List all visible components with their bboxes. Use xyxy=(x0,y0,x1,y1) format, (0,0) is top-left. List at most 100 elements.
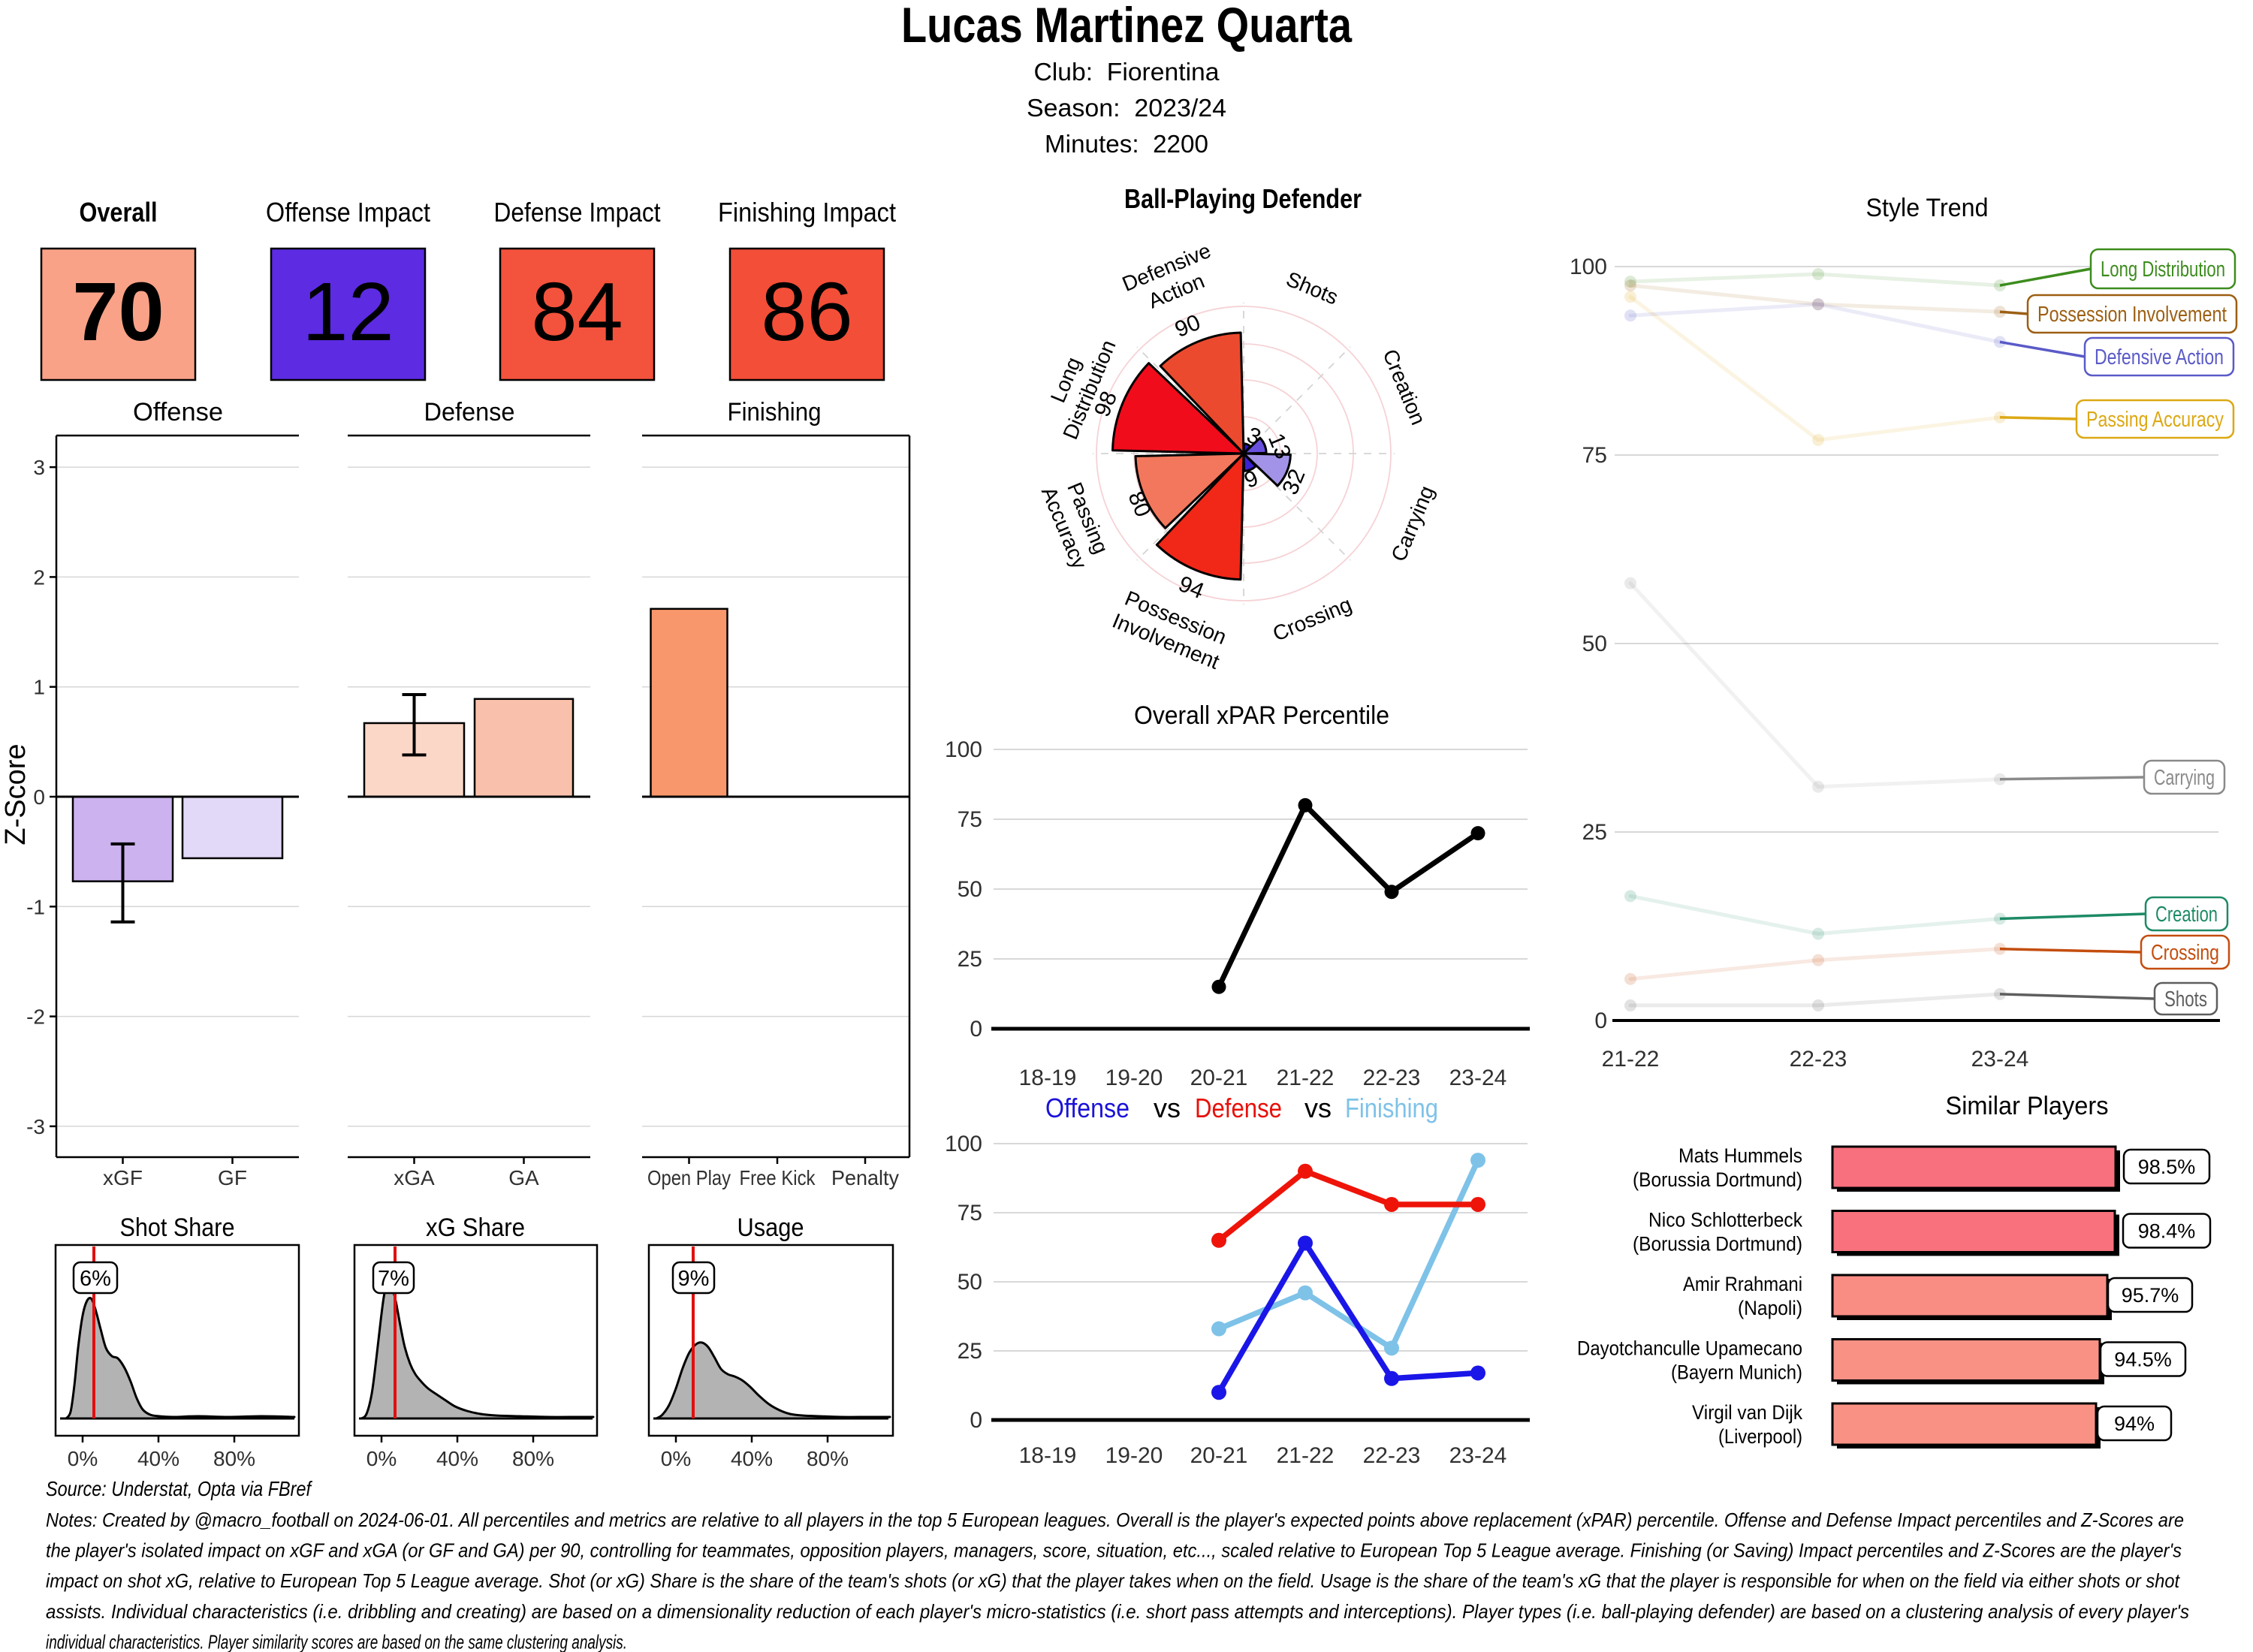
svg-text:25: 25 xyxy=(958,1339,982,1364)
svg-text:21-22: 21-22 xyxy=(1277,1066,1335,1090)
svg-text:Style Trend: Style Trend xyxy=(1866,194,1989,222)
svg-text:2: 2 xyxy=(33,565,45,589)
svg-text:Finishing Impact: Finishing Impact xyxy=(718,197,896,228)
svg-text:100: 100 xyxy=(945,1132,982,1156)
svg-text:70: 70 xyxy=(72,266,164,358)
svg-text:0: 0 xyxy=(33,785,45,809)
svg-text:80%: 80% xyxy=(213,1447,255,1470)
svg-text:impact on shot xG, relative to: impact on shot xG, relative to European … xyxy=(46,1569,2181,1592)
svg-text:80%: 80% xyxy=(807,1447,849,1470)
svg-text:Possession Involvement: Possession Involvement xyxy=(2037,303,2227,327)
svg-text:Long Distribution: Long Distribution xyxy=(2101,258,2225,282)
svg-text:21-22: 21-22 xyxy=(1602,1047,1660,1072)
svg-text:7%: 7% xyxy=(378,1267,409,1291)
svg-text:Offense Impact: Offense Impact xyxy=(266,197,430,228)
svg-text:(Bayern Munich): (Bayern Munich) xyxy=(1671,1361,1802,1384)
svg-text:50: 50 xyxy=(958,1270,982,1295)
svg-text:assists. Individual characteri: assists. Individual characteristics (i.e… xyxy=(46,1600,2189,1623)
svg-text:22-23: 22-23 xyxy=(1363,1443,1421,1468)
svg-text:xGA: xGA xyxy=(394,1166,435,1189)
svg-text:0%: 0% xyxy=(661,1447,691,1470)
svg-text:GF: GF xyxy=(218,1166,247,1189)
svg-text:9%: 9% xyxy=(678,1267,710,1291)
svg-text:Offense: Offense xyxy=(1045,1093,1130,1123)
svg-text:40%: 40% xyxy=(436,1447,478,1470)
svg-text:Virgil van Dijk: Virgil van Dijk xyxy=(1692,1401,1802,1424)
svg-text:22-23: 22-23 xyxy=(1363,1066,1421,1090)
svg-text:(Napoli): (Napoli) xyxy=(1738,1297,1802,1319)
svg-text:0: 0 xyxy=(1594,1008,1607,1033)
svg-text:75: 75 xyxy=(1582,443,1607,468)
svg-text:100: 100 xyxy=(1570,255,1607,279)
svg-text:19-20: 19-20 xyxy=(1105,1443,1163,1468)
svg-text:Defense Impact: Defense Impact xyxy=(494,197,661,228)
svg-text:the player's isolated impact o: the player's isolated impact on xGF and … xyxy=(46,1539,2182,1562)
svg-text:Overall xPAR Percentile: Overall xPAR Percentile xyxy=(1134,701,1389,730)
svg-text:40%: 40% xyxy=(731,1447,773,1470)
svg-text:Penalty: Penalty xyxy=(831,1166,899,1189)
svg-text:0: 0 xyxy=(970,1408,982,1433)
svg-text:95.7%: 95.7% xyxy=(2122,1284,2179,1307)
svg-text:94.5%: 94.5% xyxy=(2114,1349,2172,1371)
svg-text:xG Share: xG Share xyxy=(426,1213,525,1242)
svg-text:(Borussia Dortmund): (Borussia Dortmund) xyxy=(1633,1168,1802,1191)
svg-text:Source: Understat, Opta via FB: Source: Understat, Opta via FBref xyxy=(46,1477,313,1500)
svg-text:Free Kick: Free Kick xyxy=(740,1166,816,1189)
svg-text:84: 84 xyxy=(531,266,623,358)
svg-text:23-24: 23-24 xyxy=(1449,1066,1507,1090)
svg-text:Z-Score: Z-Score xyxy=(0,743,32,845)
svg-text:xGF: xGF xyxy=(103,1166,143,1189)
svg-text:Crossing: Crossing xyxy=(2151,941,2219,965)
svg-text:-1: -1 xyxy=(26,895,45,918)
svg-text:19-20: 19-20 xyxy=(1105,1066,1163,1090)
svg-text:75: 75 xyxy=(958,807,982,832)
svg-text:23-24: 23-24 xyxy=(1449,1443,1507,1468)
svg-text:Club: Fiorentina: Club: Fiorentina xyxy=(1034,58,1220,86)
svg-text:98.5%: 98.5% xyxy=(2138,1156,2196,1178)
svg-text:Overall: Overall xyxy=(80,197,158,228)
svg-text:23-24: 23-24 xyxy=(1971,1047,2029,1072)
svg-text:Offense: Offense xyxy=(133,398,223,427)
svg-text:1: 1 xyxy=(33,676,45,699)
svg-text:Notes: Created by @macro_footb: Notes: Created by @macro_football on 202… xyxy=(46,1509,2184,1531)
svg-text:Nico Schlotterbeck: Nico Schlotterbeck xyxy=(1648,1209,1802,1231)
svg-text:94%: 94% xyxy=(2114,1412,2155,1435)
svg-text:50: 50 xyxy=(958,877,982,902)
svg-text:22-23: 22-23 xyxy=(1790,1047,1847,1072)
svg-text:12: 12 xyxy=(302,266,394,358)
svg-text:Shots: Shots xyxy=(2164,987,2207,1011)
svg-text:Open Play: Open Play xyxy=(647,1166,731,1189)
svg-text:40%: 40% xyxy=(137,1447,179,1470)
svg-text:Defensive Action: Defensive Action xyxy=(2095,345,2224,369)
svg-text:86: 86 xyxy=(761,266,852,358)
svg-text:50: 50 xyxy=(1582,632,1607,656)
svg-text:75: 75 xyxy=(958,1201,982,1225)
svg-text:98.4%: 98.4% xyxy=(2138,1220,2196,1243)
svg-text:vs: vs xyxy=(1304,1093,1332,1123)
svg-text:18-19: 18-19 xyxy=(1019,1443,1077,1468)
svg-text:Finishing: Finishing xyxy=(728,398,822,427)
svg-text:100: 100 xyxy=(945,737,982,762)
svg-text:Minutes: 2200: Minutes: 2200 xyxy=(1045,130,1208,158)
svg-text:Ball-Playing Defender: Ball-Playing Defender xyxy=(1124,183,1362,214)
svg-text:0%: 0% xyxy=(68,1447,98,1470)
svg-text:80%: 80% xyxy=(512,1447,554,1470)
svg-text:0%: 0% xyxy=(366,1447,397,1470)
svg-text:Dayotchanculle Upamecano: Dayotchanculle Upamecano xyxy=(1577,1337,1802,1360)
svg-text:25: 25 xyxy=(958,947,982,972)
svg-text:Finishing: Finishing xyxy=(1345,1093,1438,1123)
svg-text:Passing Accuracy: Passing Accuracy xyxy=(2086,408,2224,432)
svg-text:Amir Rrahmani: Amir Rrahmani xyxy=(1683,1273,1802,1295)
svg-text:-3: -3 xyxy=(26,1115,45,1138)
svg-text:-2: -2 xyxy=(26,1005,45,1029)
svg-text:(Borussia Dortmund): (Borussia Dortmund) xyxy=(1633,1233,1802,1256)
svg-text:21-22: 21-22 xyxy=(1277,1443,1335,1468)
svg-text:Defense: Defense xyxy=(424,398,515,427)
svg-text:Carrying: Carrying xyxy=(2154,766,2215,790)
svg-text:Mats Hummels: Mats Hummels xyxy=(1678,1144,1802,1167)
svg-text:0: 0 xyxy=(970,1017,982,1042)
svg-text:Creation: Creation xyxy=(2155,903,2218,927)
svg-text:6%: 6% xyxy=(80,1267,111,1291)
svg-text:Shot Share: Shot Share xyxy=(120,1213,235,1242)
svg-text:3: 3 xyxy=(33,456,45,479)
